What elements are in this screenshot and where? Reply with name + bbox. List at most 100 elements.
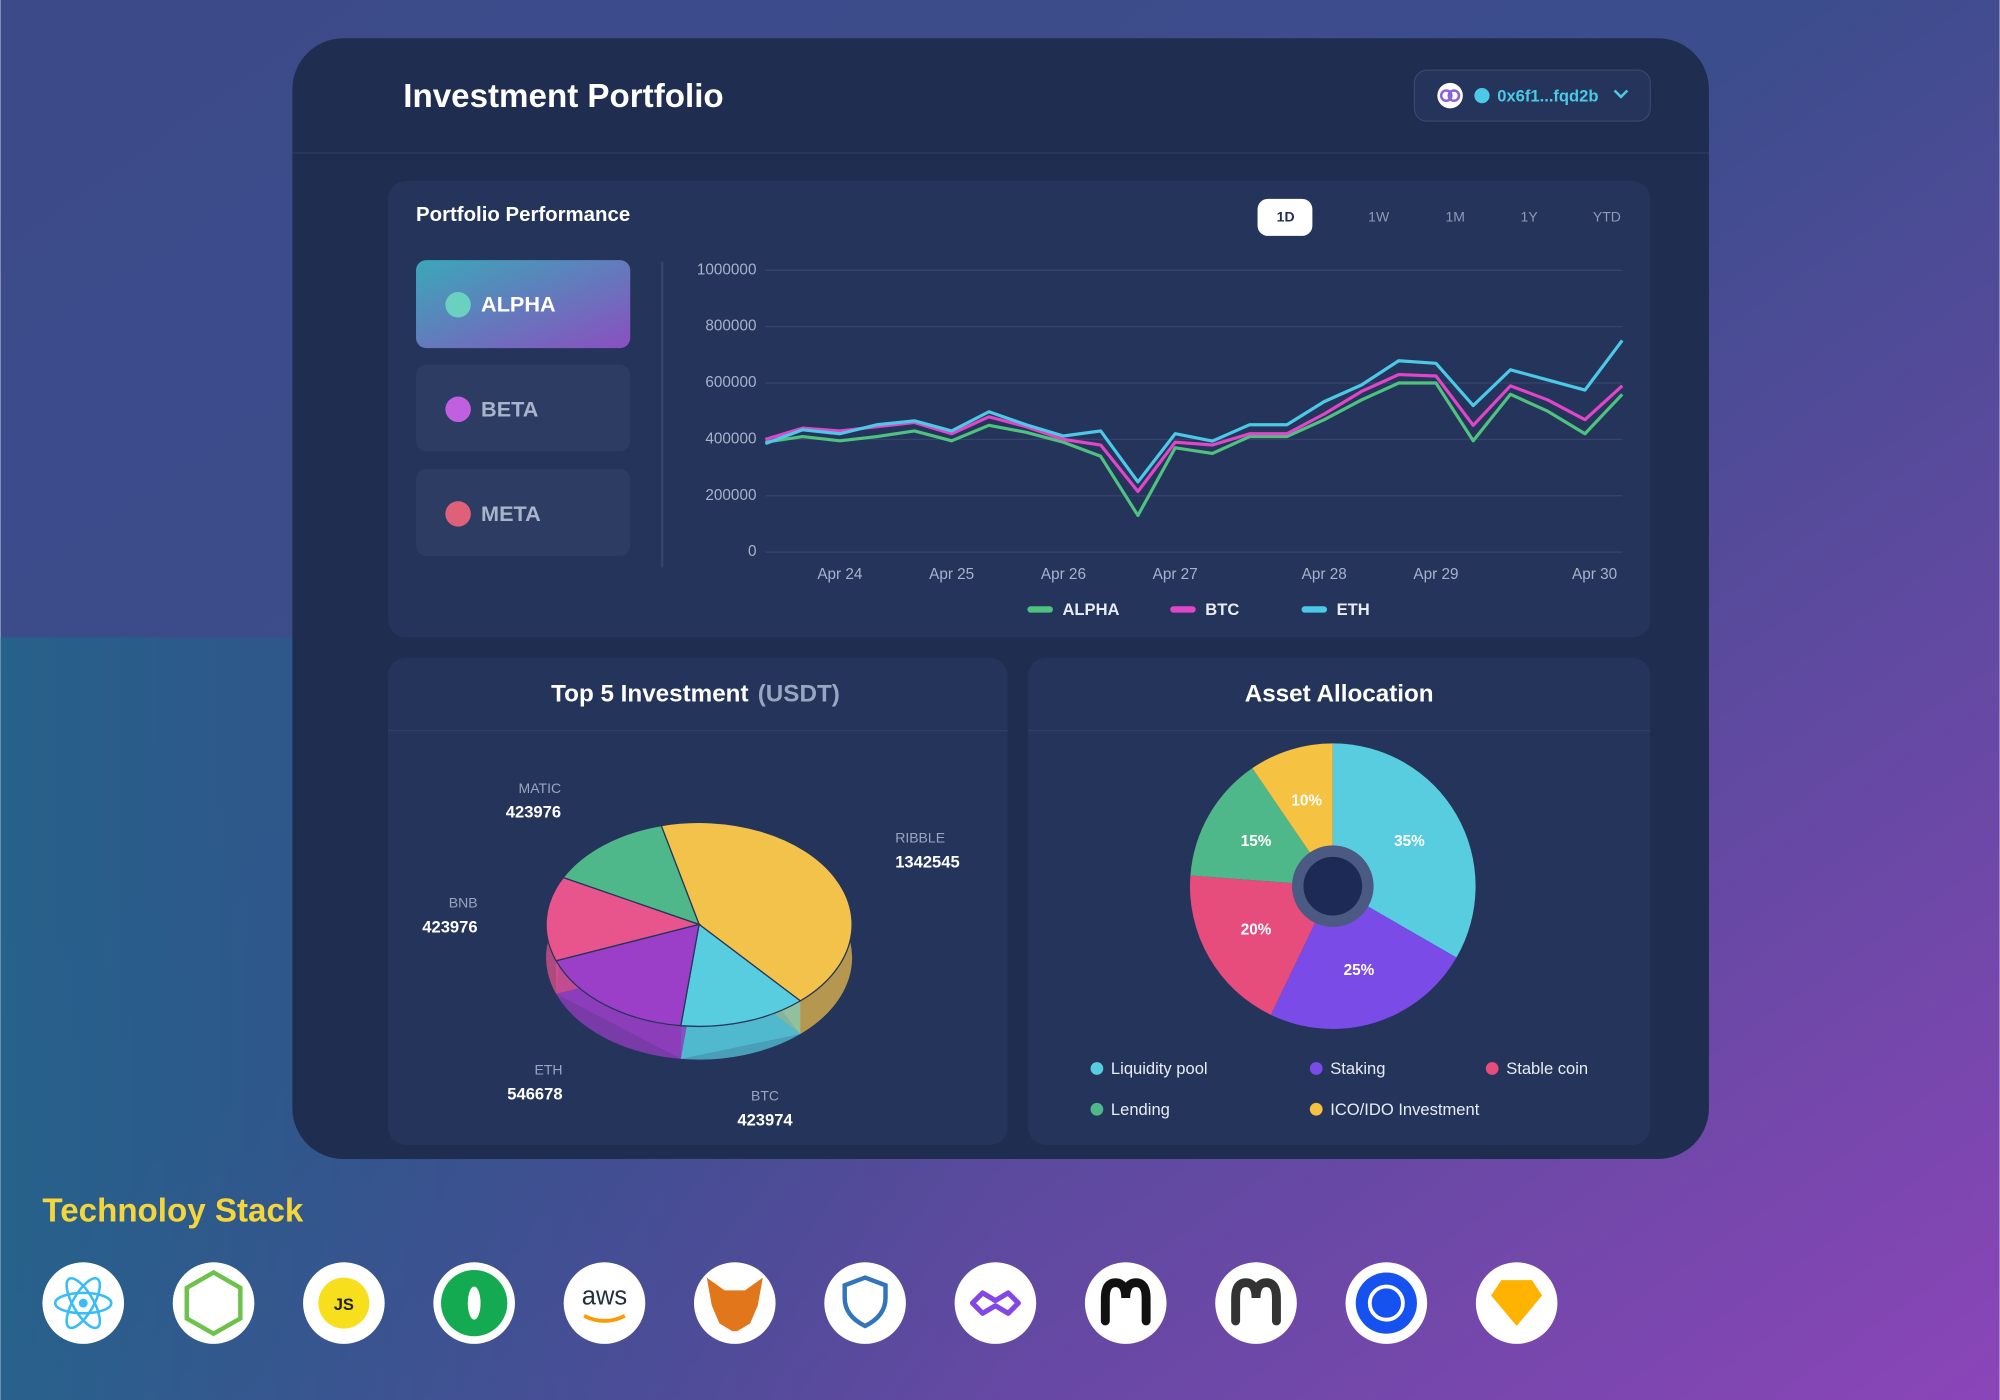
legend-label: ETH [1337, 600, 1370, 619]
portfolio-icon [445, 396, 471, 423]
slice-value: 423976 [422, 918, 477, 937]
dropdown-arrow [1613, 89, 1629, 99]
y-tick-label: 200000 [705, 487, 756, 504]
tech-icon-mark [467, 1286, 481, 1320]
slice-name: BNB [449, 895, 478, 911]
x-tick-label: Apr 25 [929, 566, 974, 583]
legend-label: Staking [1330, 1059, 1385, 1078]
pie-slice [555, 923, 700, 1027]
tech-icon-mark [65, 1276, 102, 1330]
slice-label: 20% [1241, 921, 1272, 938]
portfolio-button[interactable] [416, 469, 631, 556]
x-tick-label: Apr 26 [1041, 566, 1086, 583]
legend-dot [1090, 1102, 1104, 1116]
page-title: Investment Portfolio [403, 78, 723, 115]
x-tick-label: Apr 27 [1153, 566, 1198, 583]
y-tick-label: 600000 [705, 374, 756, 391]
tech-icon-text: aws [582, 1283, 627, 1311]
slice-name: RIBBLE [895, 830, 945, 846]
pie-slice [680, 923, 802, 1028]
wallet-button[interactable] [1413, 69, 1651, 122]
performance-panel [387, 181, 1651, 638]
panel-title: Asset Allocation [1245, 680, 1434, 707]
pie-hole [1303, 856, 1363, 916]
panel-title: Top 5 Investment [551, 680, 748, 707]
legend-label: Liquidity pool [1111, 1059, 1208, 1078]
portfolio-button[interactable] [416, 364, 631, 452]
line-series [764, 339, 1624, 484]
slice-name: MATIC [519, 780, 562, 796]
tech-icon-mark [78, 1298, 88, 1308]
pie-slice [545, 876, 702, 962]
legend-label: ICO/IDO Investment [1330, 1100, 1480, 1119]
tech-icon-mark [706, 1277, 763, 1332]
y-tick-label: 0 [748, 543, 757, 560]
line-series [764, 372, 1624, 494]
tech-icon-mark [1491, 1280, 1543, 1327]
portfolio-label: BETA [481, 396, 539, 421]
x-tick-label: Apr 28 [1302, 566, 1347, 583]
legend-label: BTC [1205, 600, 1239, 619]
tab-active[interactable] [1257, 198, 1313, 236]
tech-icon [824, 1262, 906, 1344]
tech-icon-mark [1355, 1272, 1417, 1334]
tech-icon-mark [318, 1277, 370, 1329]
legend-dot [1309, 1062, 1323, 1075]
slice-value: 423974 [737, 1111, 793, 1130]
legend-dot [1090, 1062, 1104, 1075]
x-tick-label: Apr 24 [817, 566, 863, 583]
panel-title: Portfolio Performance [416, 204, 630, 226]
portfolio-button[interactable] [416, 260, 631, 349]
tech-icon-mark [1231, 1278, 1281, 1326]
tech-icon [1084, 1262, 1167, 1344]
tech-icon-mark [1367, 1284, 1405, 1322]
slice-label: 15% [1241, 833, 1272, 850]
pie-slice [1190, 768, 1333, 887]
tech-icon [1215, 1262, 1297, 1344]
pie-slice [562, 824, 701, 926]
tech-icon [563, 1262, 646, 1344]
portfolio-label: ALPHA [481, 292, 556, 317]
tech-icon-mark [65, 1276, 102, 1330]
tab-label[interactable]: 1W [1368, 209, 1390, 225]
legend-dot [1309, 1102, 1323, 1116]
tab-label[interactable]: 1D [1277, 209, 1295, 225]
portfolio-icon [445, 291, 471, 318]
slice-label: 25% [1344, 962, 1375, 979]
wallet-status [1474, 87, 1490, 104]
tech-icon-mark [184, 1269, 243, 1337]
x-tick-label: Apr 30 [1572, 566, 1617, 583]
y-tick-label: 800000 [705, 318, 756, 335]
slice-name: ETH [535, 1061, 563, 1077]
slice-label: 35% [1394, 833, 1425, 850]
tech-icon-mark [583, 1314, 626, 1323]
wallet-address: 0x6f1...fqd2b [1497, 86, 1598, 105]
wallet-icon [1439, 89, 1453, 103]
slice-side [680, 1000, 801, 1059]
tech-icon-mark [969, 1290, 1021, 1316]
tech-icon-mark [842, 1275, 888, 1329]
slice-value: 423976 [506, 803, 561, 822]
panel-subtitle: (USDT) [758, 680, 840, 707]
tech-icon-mark [1100, 1278, 1151, 1326]
pie-slice [1189, 875, 1333, 1015]
tab-label[interactable]: 1Y [1521, 209, 1539, 225]
section-title: Technoloy Stack [42, 1192, 303, 1229]
tab-label[interactable]: YTD [1593, 209, 1621, 225]
tab-label[interactable]: 1M [1445, 209, 1464, 225]
line-series [765, 381, 1624, 518]
portfolio-label: META [481, 501, 541, 526]
slice-value: 1342545 [895, 853, 959, 872]
tech-icon-text: JS [334, 1295, 354, 1314]
tech-icon-mark [53, 1291, 113, 1315]
portfolio-icon [445, 501, 471, 527]
y-tick-label: 400000 [705, 430, 756, 447]
legend-label: Stable coin [1506, 1059, 1588, 1078]
slice-value: 546678 [507, 1084, 562, 1103]
legend-label: ALPHA [1062, 600, 1119, 619]
pie-slice [660, 821, 853, 1002]
x-tick-label: Apr 29 [1413, 566, 1458, 583]
wallet-icon [1447, 89, 1461, 103]
legend-dot [1485, 1062, 1499, 1075]
